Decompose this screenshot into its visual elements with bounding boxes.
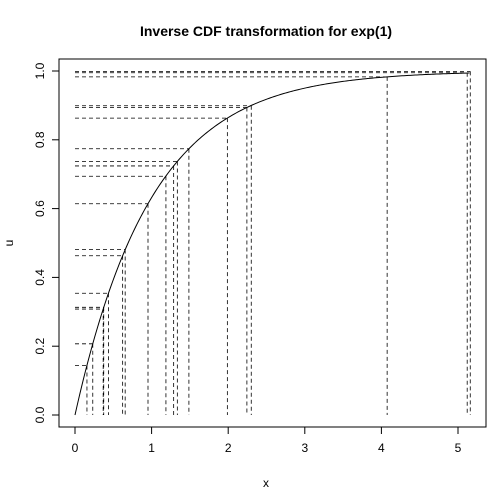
x-tick-label: 3 xyxy=(301,441,308,455)
y-axis-label: u xyxy=(2,240,16,247)
y-tick-label: 0.6 xyxy=(33,200,47,217)
y-tick-label: 1.0 xyxy=(33,62,47,79)
sample-dashed-lines xyxy=(75,70,471,415)
y-tick-label: 0.0 xyxy=(33,406,47,423)
y-axis: 0.0 0.2 0.4 0.6 0.8 1.0 xyxy=(33,62,60,423)
y-tick-label: 0.4 xyxy=(33,269,47,286)
x-tick-label: 4 xyxy=(378,441,385,455)
x-tick-label: 5 xyxy=(455,441,462,455)
y-tick-label: 0.8 xyxy=(33,131,47,148)
x-tick-label: 1 xyxy=(148,441,155,455)
x-axis-label: x xyxy=(263,476,269,490)
y-tick-label: 0.2 xyxy=(33,338,47,355)
x-tick-label: 0 xyxy=(72,441,79,455)
chart-title: Inverse CDF transformation for exp(1) xyxy=(140,23,392,39)
x-tick-label: 2 xyxy=(225,441,232,455)
x-axis: 0 1 2 3 4 5 xyxy=(72,426,462,455)
plot-frame xyxy=(58,58,487,428)
cdf-curve xyxy=(74,72,470,416)
